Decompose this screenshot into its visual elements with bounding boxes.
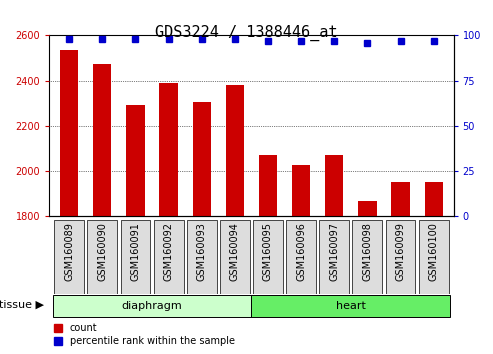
Bar — [325, 155, 344, 216]
FancyBboxPatch shape — [251, 295, 450, 318]
Text: GSM160094: GSM160094 — [230, 222, 240, 281]
FancyBboxPatch shape — [220, 220, 250, 294]
Text: GSM160090: GSM160090 — [97, 222, 107, 281]
Bar — [358, 201, 377, 216]
Text: diaphragm: diaphragm — [122, 301, 182, 311]
Text: GSM160100: GSM160100 — [429, 222, 439, 281]
Text: GSM160095: GSM160095 — [263, 222, 273, 281]
FancyBboxPatch shape — [154, 220, 183, 294]
FancyBboxPatch shape — [352, 220, 382, 294]
FancyBboxPatch shape — [54, 220, 84, 294]
FancyBboxPatch shape — [319, 220, 349, 294]
Text: GSM160096: GSM160096 — [296, 222, 306, 281]
FancyBboxPatch shape — [253, 220, 283, 294]
FancyBboxPatch shape — [286, 220, 316, 294]
Bar — [259, 155, 277, 216]
Text: GSM160099: GSM160099 — [395, 222, 406, 281]
Bar — [60, 50, 78, 216]
FancyBboxPatch shape — [187, 220, 216, 294]
FancyBboxPatch shape — [53, 295, 251, 318]
Text: tissue ▶: tissue ▶ — [0, 300, 44, 310]
Text: GDS3224 / 1388446_at: GDS3224 / 1388446_at — [155, 25, 338, 41]
Bar — [193, 102, 211, 216]
FancyBboxPatch shape — [87, 220, 117, 294]
Text: GSM160092: GSM160092 — [164, 222, 174, 281]
Bar — [424, 182, 443, 216]
Bar — [126, 105, 144, 216]
Bar — [93, 64, 111, 216]
Bar — [226, 85, 244, 216]
Text: GSM160097: GSM160097 — [329, 222, 339, 281]
Bar — [391, 182, 410, 216]
Bar — [292, 165, 310, 216]
Text: GSM160091: GSM160091 — [131, 222, 141, 281]
Text: GSM160089: GSM160089 — [64, 222, 74, 281]
FancyBboxPatch shape — [419, 220, 449, 294]
FancyBboxPatch shape — [121, 220, 150, 294]
Bar — [159, 83, 177, 216]
Text: GSM160098: GSM160098 — [362, 222, 372, 281]
Text: GSM160093: GSM160093 — [197, 222, 207, 281]
Text: heart: heart — [336, 301, 366, 311]
FancyBboxPatch shape — [386, 220, 416, 294]
Legend: count, percentile rank within the sample: count, percentile rank within the sample — [54, 324, 235, 346]
